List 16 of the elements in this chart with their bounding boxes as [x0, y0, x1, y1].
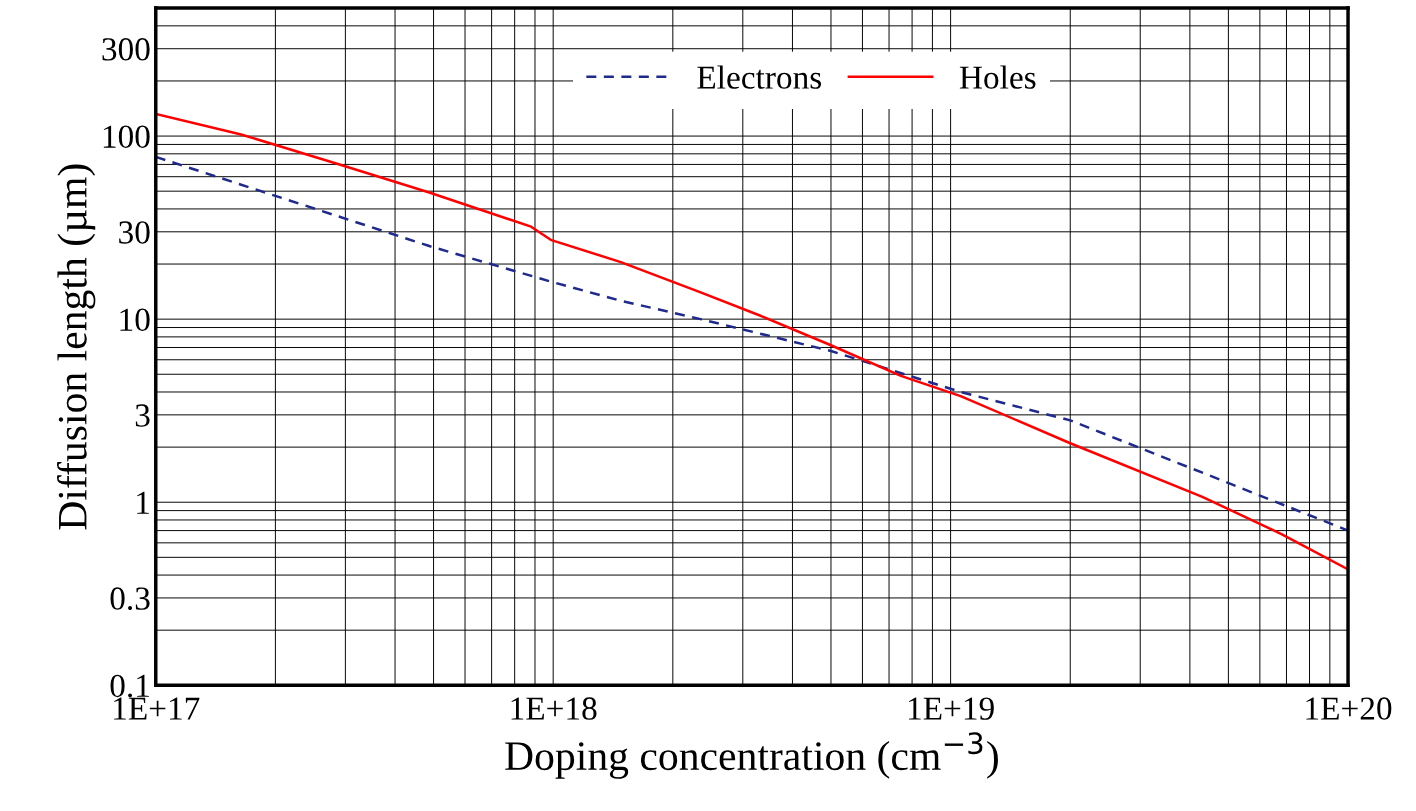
- y-tick-label: 30: [119, 221, 150, 244]
- y-tick-label: 100: [103, 125, 150, 148]
- x-tick-label: 1E+20: [1306, 697, 1392, 720]
- y-tick-label: 10: [120, 308, 150, 332]
- y-tick-label: 0.1: [110, 674, 149, 698]
- y-tick-label: 0.3: [110, 587, 150, 610]
- x-tick-label: 1E+18: [511, 697, 597, 720]
- y-tick-label: 300: [102, 38, 150, 61]
- y-tick-label: 1: [137, 491, 149, 514]
- legend-label: Holes: [959, 65, 1036, 89]
- y-tick-label: 3: [135, 404, 150, 427]
- x-axis-title: Doping concentration (cm$^{−3}$): [505, 732, 998, 779]
- y-axis-title: Diffusion length (µm): [57, 164, 96, 530]
- legend-label: Electrons: [697, 65, 822, 89]
- x-tick-label: 1E+19: [908, 697, 994, 720]
- x-tick-label: 1E+17: [114, 697, 200, 720]
